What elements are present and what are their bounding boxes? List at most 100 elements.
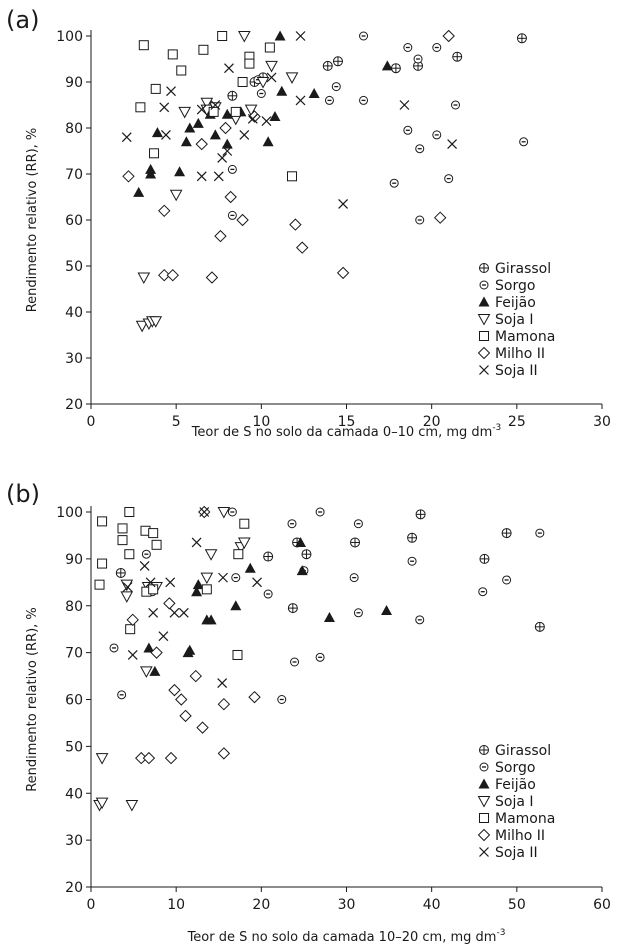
- data-point: [433, 211, 447, 224]
- legend-label: Milho II: [495, 828, 545, 844]
- data-point: [97, 558, 108, 569]
- data-point: [158, 631, 169, 642]
- data-point: [447, 139, 458, 150]
- data-point: [502, 575, 512, 585]
- data-point: [179, 709, 192, 723]
- x-tick-label: 0: [87, 414, 96, 430]
- legend-marker: [479, 745, 489, 755]
- legend-marker: [479, 331, 489, 341]
- data-point: [217, 678, 228, 689]
- legend-marker: [479, 280, 489, 290]
- data-point: [124, 507, 135, 517]
- data-point: [338, 198, 349, 209]
- x-tick-label: 15: [338, 414, 356, 430]
- data-point: [199, 507, 210, 517]
- data-point: [244, 562, 256, 573]
- data-point: [122, 170, 135, 183]
- data-point: [295, 95, 306, 106]
- data-point: [227, 507, 237, 517]
- legend-label: Soja I: [495, 312, 534, 328]
- series-mamona: [135, 31, 297, 182]
- data-point: [167, 49, 178, 60]
- chart-panel-a: (a) 20 30 40 50 60 70 80 90 100 0 5 10 15 20 25 30 Teor …: [6, 6, 611, 440]
- data-point: [479, 553, 490, 564]
- x-tick-label: 30: [593, 414, 611, 430]
- data-point: [178, 607, 189, 618]
- data-point: [452, 51, 463, 62]
- data-point: [159, 102, 170, 113]
- data-point: [210, 100, 221, 110]
- data-point: [166, 268, 179, 282]
- data-point: [237, 537, 251, 550]
- data-point: [209, 129, 221, 140]
- y-tick-label: 50: [65, 259, 83, 275]
- data-point: [239, 518, 250, 529]
- data-point: [413, 54, 423, 64]
- data-point: [224, 190, 237, 204]
- data-point: [158, 268, 171, 282]
- data-point: [174, 166, 186, 177]
- x-axis-label: Teor de S no solo da camada 10–20 cm, mg…: [187, 928, 506, 945]
- data-point: [239, 129, 250, 140]
- data-point: [217, 697, 231, 711]
- data-point: [180, 136, 192, 147]
- data-point: [164, 751, 178, 765]
- data-point: [296, 241, 309, 254]
- data-point: [322, 60, 333, 71]
- data-point: [143, 642, 155, 653]
- data-point: [224, 63, 234, 74]
- legend-label: Girassol: [495, 261, 551, 277]
- data-point: [149, 316, 163, 328]
- series-girassol: [115, 509, 545, 632]
- data-point: [381, 60, 393, 71]
- data-point: [135, 102, 146, 113]
- x-tick-label: 20: [423, 414, 441, 430]
- data-point: [534, 621, 545, 632]
- data-point: [263, 589, 273, 599]
- data-point: [217, 507, 231, 519]
- data-point: [353, 608, 363, 618]
- y-tick-label: 100: [56, 29, 83, 45]
- data-point: [139, 560, 150, 571]
- legend-label: Milho II: [495, 346, 545, 362]
- legend-marker: [479, 847, 489, 857]
- data-point: [141, 549, 151, 559]
- series-sorgo: [109, 507, 545, 704]
- data-point: [287, 603, 298, 614]
- data-point: [415, 615, 425, 625]
- data-point: [192, 579, 204, 590]
- data-point: [407, 532, 418, 543]
- legend-label: Mamona: [495, 811, 555, 827]
- data-point: [432, 130, 442, 140]
- data-point: [478, 587, 488, 597]
- data-point: [261, 116, 272, 127]
- series-soja-ii: [121, 31, 458, 209]
- data-point: [195, 137, 208, 151]
- data-point: [295, 31, 306, 41]
- data-point: [169, 189, 183, 202]
- data-point: [451, 100, 461, 110]
- legend-label: Sorgo: [495, 278, 535, 294]
- data-point: [301, 549, 312, 560]
- y-tick-label: 20: [65, 880, 83, 896]
- data-point: [191, 537, 202, 548]
- data-point: [176, 65, 187, 76]
- data-point: [399, 100, 410, 110]
- data-point: [287, 519, 297, 529]
- data-point: [97, 516, 108, 527]
- series-milho-ii: [122, 29, 455, 284]
- data-point: [315, 507, 325, 517]
- data-point: [244, 104, 258, 117]
- data-point: [442, 29, 455, 43]
- data-point: [196, 171, 207, 182]
- data-point: [168, 683, 181, 697]
- legend-marker: [477, 314, 491, 326]
- data-point: [269, 111, 281, 121]
- data-point: [163, 597, 176, 610]
- data-point: [535, 528, 545, 538]
- data-point: [140, 666, 153, 678]
- data-point: [200, 572, 214, 585]
- data-point: [237, 31, 251, 43]
- data-point: [236, 213, 249, 227]
- data-point: [158, 204, 171, 218]
